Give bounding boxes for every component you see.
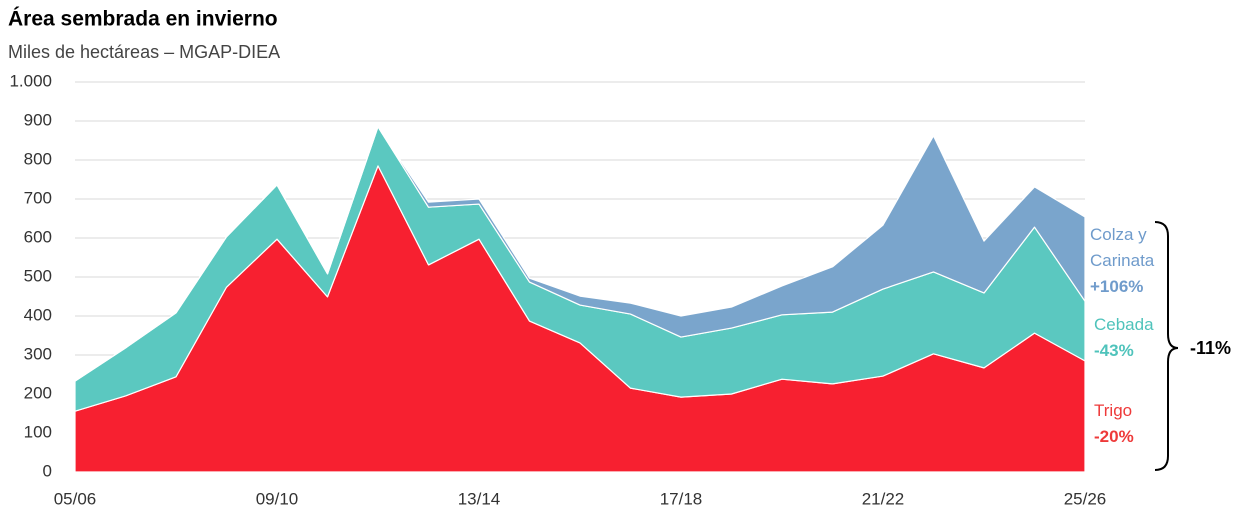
y-tick-label: 700 bbox=[24, 188, 52, 207]
chart-title: Área sembrada en invierno bbox=[8, 8, 278, 31]
change-label: +106% bbox=[1090, 277, 1144, 296]
y-tick-label: 100 bbox=[24, 422, 52, 441]
brace bbox=[1154, 221, 1179, 471]
total-change: -11% bbox=[1190, 338, 1231, 358]
chart-subtitle: Miles de hectáreas – MGAP-DIEA bbox=[8, 42, 280, 62]
x-tick-label: 25/26 bbox=[1064, 489, 1107, 508]
x-tick-label: 09/10 bbox=[256, 489, 299, 508]
y-tick-label: 400 bbox=[24, 305, 52, 324]
x-tick-label: 17/18 bbox=[660, 489, 703, 508]
legend-label: Colza y Carinata bbox=[1090, 225, 1155, 270]
y-tick-label: 800 bbox=[24, 149, 52, 168]
change-label: -43% bbox=[1094, 341, 1134, 360]
legend-label: Cebada bbox=[1094, 315, 1154, 334]
x-tick-label: 21/22 bbox=[862, 489, 905, 508]
y-tick-label: 900 bbox=[24, 110, 52, 129]
change-label: -20% bbox=[1094, 427, 1134, 446]
y-tick-label: 1.000 bbox=[9, 71, 52, 90]
y-tick-label: 0 bbox=[43, 461, 52, 480]
x-tick-label: 05/06 bbox=[54, 489, 97, 508]
legend-label: Trigo bbox=[1094, 401, 1133, 420]
y-tick-label: 600 bbox=[24, 227, 52, 246]
area bbox=[74, 126, 1086, 382]
y-tick-label: 300 bbox=[24, 344, 52, 363]
y-tick-label: 500 bbox=[24, 266, 52, 285]
y-tick-label: 200 bbox=[24, 383, 52, 402]
x-tick-label: 13/14 bbox=[458, 489, 501, 508]
